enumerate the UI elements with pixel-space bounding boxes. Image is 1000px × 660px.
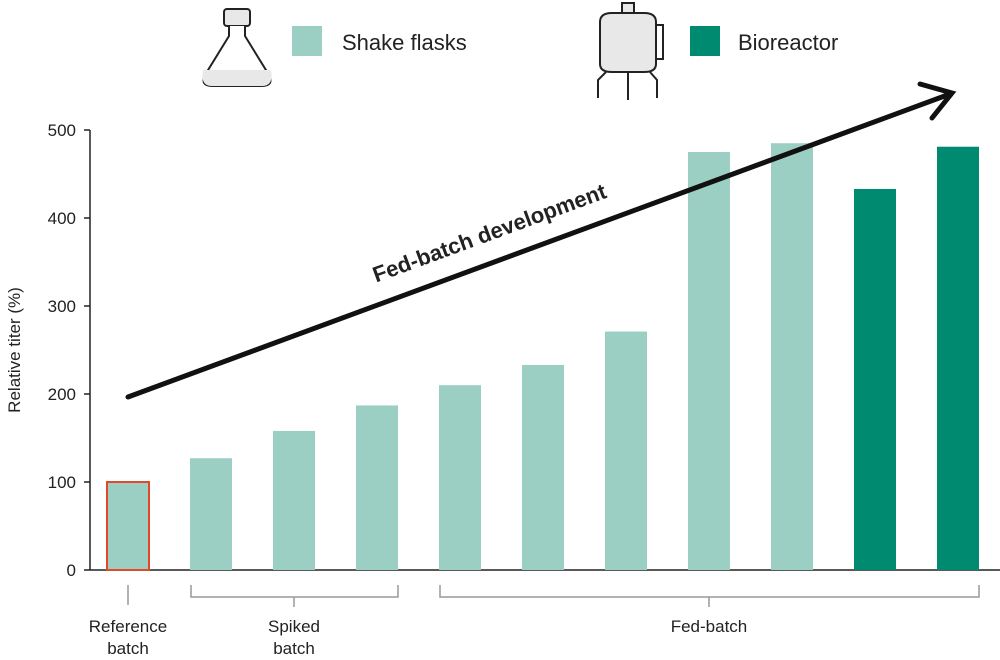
- group-bracket: [190, 585, 399, 607]
- bar: [356, 405, 398, 570]
- bioreactor-icon: [597, 2, 664, 100]
- bar: [937, 146, 979, 570]
- legend-label-shake-flasks: Shake flasks: [342, 30, 467, 55]
- bar: [854, 188, 896, 570]
- trend-arrow: [125, 81, 957, 400]
- bar: [688, 152, 730, 570]
- y-tick-label: 500: [48, 121, 76, 140]
- legend-swatch-shake-flasks: [292, 26, 322, 56]
- bar: [522, 364, 564, 570]
- group-label: batch: [107, 639, 149, 658]
- bar-reference: [106, 481, 150, 571]
- y-tick-label: 200: [48, 385, 76, 404]
- group-label: Fed-batch: [671, 617, 748, 636]
- bar: [273, 430, 315, 570]
- bar: [771, 143, 813, 570]
- y-tick-label: 400: [48, 209, 76, 228]
- bar: [605, 331, 647, 570]
- legend-swatch-bioreactor: [690, 26, 720, 56]
- group-label: Spiked: [268, 617, 320, 636]
- group-bracket: [439, 585, 980, 607]
- y-tick-label: 100: [48, 473, 76, 492]
- bar: [439, 385, 481, 570]
- y-axis-label: Relative titer (%): [5, 287, 24, 413]
- shake-flask-icon: [202, 8, 272, 87]
- group-label: batch: [273, 639, 315, 658]
- legend-label-bioreactor: Bioreactor: [738, 30, 838, 55]
- group-label: Reference: [89, 617, 167, 636]
- y-tick-label: 0: [67, 561, 76, 580]
- y-tick-label: 300: [48, 297, 76, 316]
- bar: [190, 458, 232, 570]
